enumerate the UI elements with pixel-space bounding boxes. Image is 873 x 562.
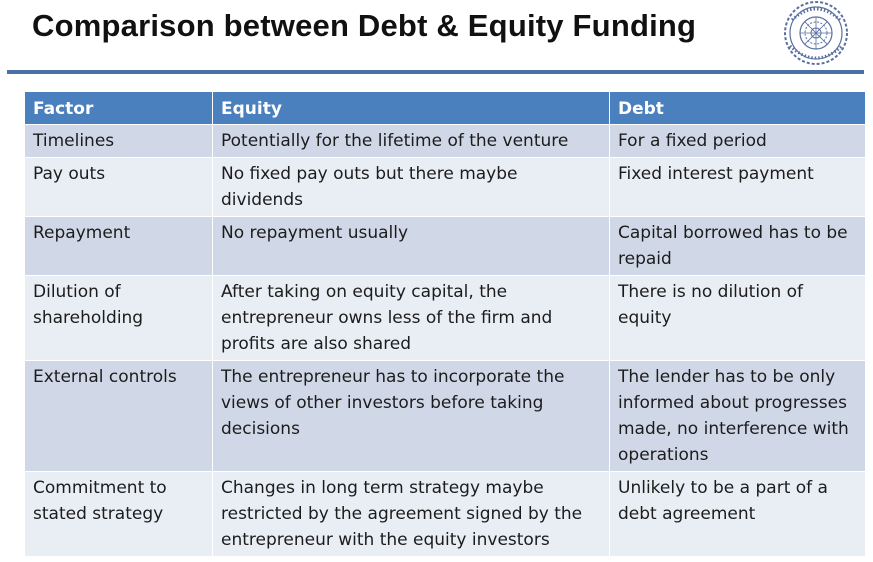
cell-equity: Potentially for the lifetime of the vent…	[212, 124, 610, 158]
title-underline	[7, 70, 864, 74]
cell-factor: Dilution of shareholding	[24, 275, 213, 361]
table-header-row: Factor Equity Debt	[24, 91, 866, 125]
cell-factor: Pay outs	[24, 157, 213, 217]
slide-title: Comparison between Debt & Equity Funding	[32, 8, 697, 43]
cell-equity: No fixed pay outs but there maybe divide…	[212, 157, 610, 217]
table-row: Commitment to stated strategy Changes in…	[24, 471, 866, 557]
cell-factor: Commitment to stated strategy	[24, 471, 213, 557]
cell-debt: Capital borrowed has to be repaid	[609, 216, 866, 276]
cell-debt: There is no dilution of equity	[609, 275, 866, 361]
header-debt: Debt	[609, 91, 866, 125]
table-row: Pay outs No fixed pay outs but there may…	[24, 157, 866, 217]
table-row: Timelines Potentially for the lifetime o…	[24, 124, 866, 158]
table-row: Dilution of shareholding After taking on…	[24, 275, 866, 361]
cell-factor: Repayment	[24, 216, 213, 276]
cell-debt: For a fixed period	[609, 124, 866, 158]
cell-debt: Fixed interest payment	[609, 157, 866, 217]
institute-seal-icon	[784, 1, 848, 65]
cell-debt: The lender has to be only informed about…	[609, 360, 866, 472]
comparison-table: Factor Equity Debt Timelines Potentially…	[24, 91, 866, 557]
header-factor: Factor	[24, 91, 213, 125]
comparison-table-container: Factor Equity Debt Timelines Potentially…	[24, 91, 866, 557]
table-row: Repayment No repayment usually Capital b…	[24, 216, 866, 276]
cell-debt: Unlikely to be a part of a debt agreemen…	[609, 471, 866, 557]
cell-equity: No repayment usually	[212, 216, 610, 276]
cell-factor: Timelines	[24, 124, 213, 158]
cell-equity: The entrepreneur has to incorporate the …	[212, 360, 610, 472]
cell-factor: External controls	[24, 360, 213, 472]
cell-equity: Changes in long term strategy maybe rest…	[212, 471, 610, 557]
header-equity: Equity	[212, 91, 610, 125]
cell-equity: After taking on equity capital, the entr…	[212, 275, 610, 361]
table-row: External controls The entrepreneur has t…	[24, 360, 866, 472]
